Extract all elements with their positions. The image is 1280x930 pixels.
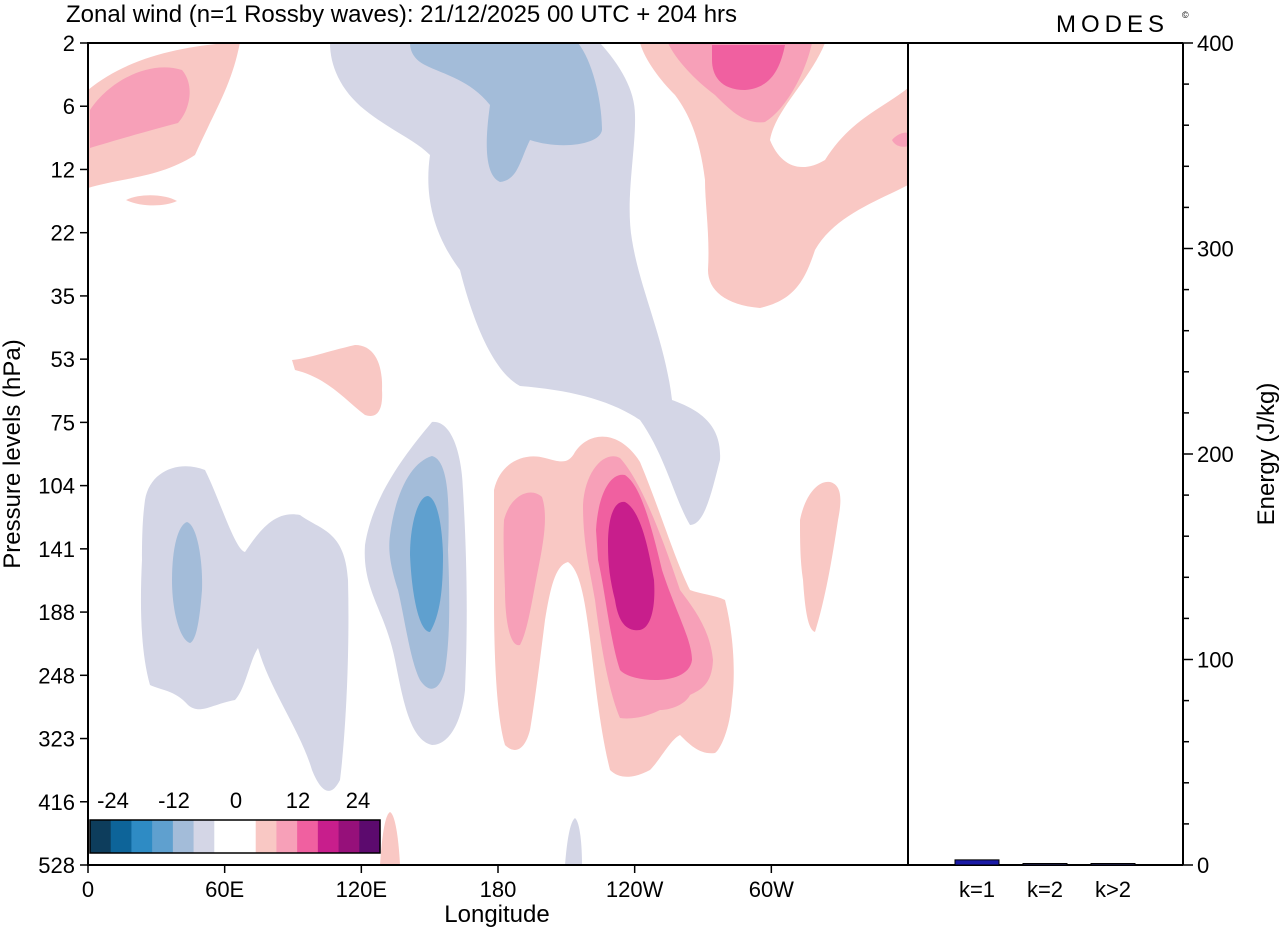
energy-tick-label: 200 [1197, 442, 1234, 467]
energy-tick-label: 400 [1197, 31, 1234, 56]
logo-registered-mark: © [1182, 10, 1189, 20]
energy-category-label: k=1 [959, 877, 995, 902]
longitude-axis: 0 60E 120E 180 120W 60W [82, 865, 794, 902]
contour-region [608, 501, 655, 631]
colorbar-swatches [90, 820, 381, 853]
contour-region [380, 812, 400, 865]
colorbar-label: -24 [97, 788, 129, 813]
contour-region [126, 195, 177, 206]
contour-region [330, 43, 721, 525]
y-axis-label: Pressure levels (hPa) [0, 339, 26, 568]
contour-region [892, 132, 908, 147]
y-tick-label: 188 [38, 600, 75, 625]
energy-axis: 0 100 200 300 400 [1183, 31, 1234, 878]
modes-logo: MODES [1056, 11, 1169, 38]
energy-bar [954, 859, 1000, 866]
colorbar-swatch [110, 820, 133, 853]
x-tick-label: 60W [749, 877, 794, 902]
energy-bar [1090, 863, 1136, 866]
y-tick-label: 104 [38, 474, 75, 499]
colorbar-swatch [338, 820, 360, 853]
energy-axis-label: Energy (J/kg) [1253, 383, 1280, 526]
energy-category-label: k=2 [1027, 877, 1063, 902]
contour-region [640, 43, 908, 308]
energy-category-label: k>2 [1095, 877, 1131, 902]
x-tick-label: 120W [606, 877, 664, 902]
y-tick-label: 35 [51, 284, 75, 309]
colorbar-swatch [255, 820, 278, 853]
colorbar-swatch [359, 820, 381, 853]
x-tick-label: 120E [336, 877, 387, 902]
y-tick-label: 323 [38, 727, 75, 752]
y-tick-label: 2 [63, 31, 75, 56]
x-tick-label: 180 [480, 877, 517, 902]
colorbar-swatch [317, 820, 340, 853]
energy-tick-label: 100 [1197, 648, 1234, 673]
colorbar-swatch [193, 820, 215, 853]
contour-region [140, 466, 349, 791]
contour-region [410, 43, 602, 182]
energy-bar [1022, 863, 1068, 866]
y-tick-label: 416 [38, 790, 75, 815]
contour-region [292, 345, 383, 416]
colorbar-swatch [276, 820, 298, 853]
contour-region [90, 67, 190, 148]
x-axis-label: Longitude [444, 901, 549, 928]
contour-region [410, 496, 443, 632]
colorbar-label: 0 [230, 788, 242, 813]
pressure-axis: 2 6 12 22 35 53 75 104 141 188 248 323 416 528 [38, 31, 88, 878]
y-tick-label: 6 [63, 94, 75, 119]
contour-region [800, 481, 841, 632]
colorbar-swatch [131, 820, 153, 853]
energy-tick-label: 300 [1197, 237, 1234, 262]
colorbar-swatch [297, 820, 319, 853]
y-tick-label: 12 [51, 157, 75, 182]
energy-tick-label: 0 [1197, 853, 1209, 878]
y-tick-label: 528 [38, 853, 75, 878]
x-tick-label: 60E [205, 877, 244, 902]
contour-region [172, 522, 203, 643]
colorbar-swatch [172, 820, 195, 853]
colorbar-swatch [90, 820, 112, 853]
colorbar-swatch [214, 820, 236, 853]
energy-bars: k=1 k=2 k>2 [954, 859, 1136, 902]
colorbar-label: 24 [346, 788, 370, 813]
contour-region [503, 492, 545, 646]
contour-region [712, 45, 785, 90]
colorbar-label: -12 [158, 788, 190, 813]
y-tick-label: 75 [51, 410, 75, 435]
colorbar-label: 12 [286, 788, 310, 813]
contour-region [565, 818, 582, 865]
colorbar-labels: -24 -12 0 12 24 [97, 788, 370, 813]
y-tick-label: 53 [51, 347, 75, 372]
colorbar-swatch [235, 820, 257, 853]
contour-field [88, 43, 908, 865]
y-tick-label: 22 [51, 221, 75, 246]
colorbar-frame [89, 819, 381, 854]
chart-title: Zonal wind (n=1 Rossby waves): 21/12/202… [66, 1, 737, 28]
colorbar: -24 -12 0 12 24 [89, 788, 381, 854]
x-tick-label: 0 [82, 877, 94, 902]
y-tick-label: 141 [38, 537, 75, 562]
colorbar-swatch [152, 820, 174, 853]
y-tick-label: 248 [38, 663, 75, 688]
